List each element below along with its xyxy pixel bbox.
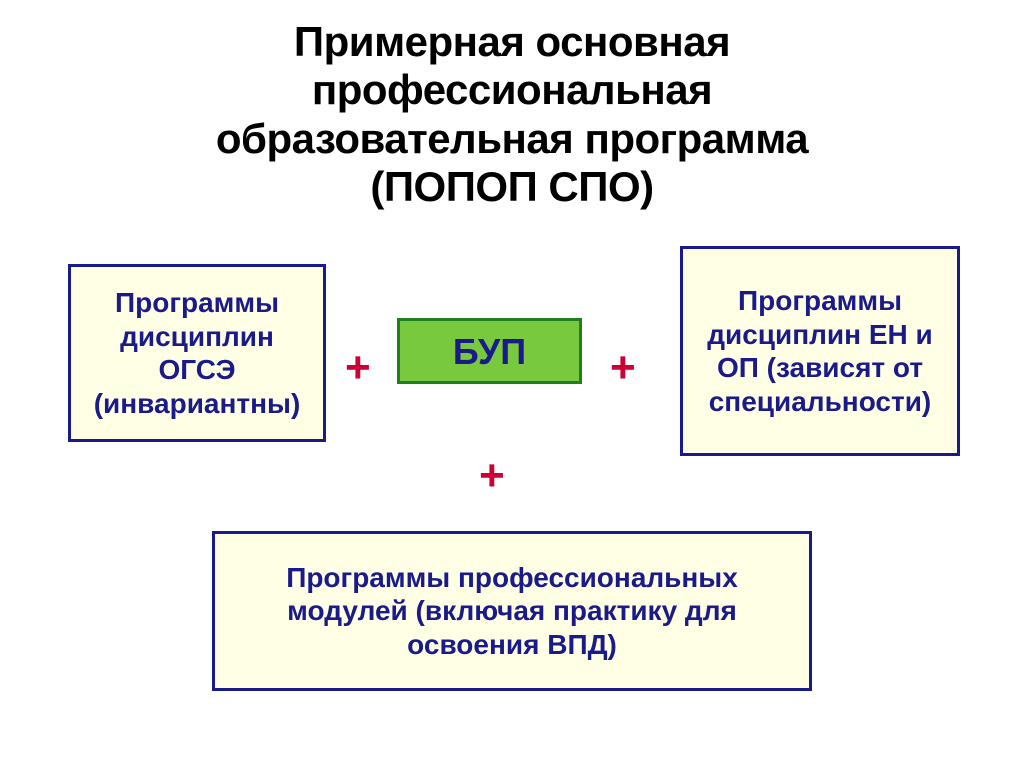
diagram-container: Программы дисциплин ОГСЭ (инвариантны) Б… <box>0 231 1024 751</box>
title-line-4: (ПОПОП СПО) <box>0 163 1024 211</box>
box-bup-label: БУП <box>453 330 526 373</box>
plus-connector-right: + <box>610 343 636 393</box>
box-professional-modules-label: Программы профессиональных модулей (вклю… <box>225 561 799 662</box>
box-programs-en-op: Программы дисциплин ЕН и ОП (зависят от … <box>680 246 960 456</box>
plus-connector-bottom: + <box>479 451 505 501</box>
box-professional-modules: Программы профессиональных модулей (вклю… <box>212 531 812 691</box>
title-line-2: профессиональная <box>0 66 1024 114</box>
box-programs-ogse-label: Программы дисциплин ОГСЭ (инвариантны) <box>81 286 313 420</box>
box-programs-ogse: Программы дисциплин ОГСЭ (инвариантны) <box>68 264 326 442</box>
title-line-1: Примерная основная <box>0 18 1024 66</box>
page-title: Примерная основная профессиональная обра… <box>0 0 1024 211</box>
box-programs-en-op-label: Программы дисциплин ЕН и ОП (зависят от … <box>693 284 947 418</box>
title-line-3: образовательная программа <box>0 115 1024 163</box>
box-bup: БУП <box>397 318 582 384</box>
plus-connector-left: + <box>345 343 371 393</box>
